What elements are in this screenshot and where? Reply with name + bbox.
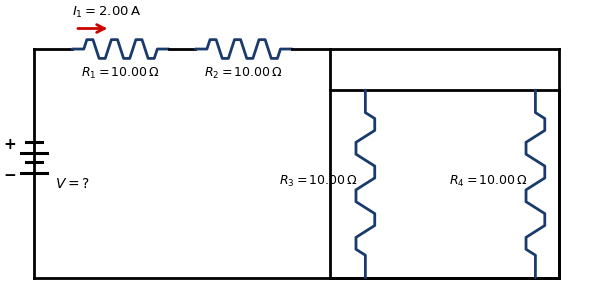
Text: +: + bbox=[3, 137, 16, 152]
Text: $R_1 = 10.00\,\Omega$: $R_1 = 10.00\,\Omega$ bbox=[81, 65, 160, 81]
Text: −: − bbox=[3, 168, 16, 183]
Text: $V = ?$: $V = ?$ bbox=[55, 177, 90, 191]
Text: $R_4 = 10.00\,\Omega$: $R_4 = 10.00\,\Omega$ bbox=[450, 173, 529, 189]
Text: $R_3 = 10.00\,\Omega$: $R_3 = 10.00\,\Omega$ bbox=[280, 173, 358, 189]
Text: $R_2 = 10.00\,\Omega$: $R_2 = 10.00\,\Omega$ bbox=[204, 65, 283, 81]
Text: $I_1 = 2.00\,\mathrm{A}$: $I_1 = 2.00\,\mathrm{A}$ bbox=[72, 5, 141, 20]
